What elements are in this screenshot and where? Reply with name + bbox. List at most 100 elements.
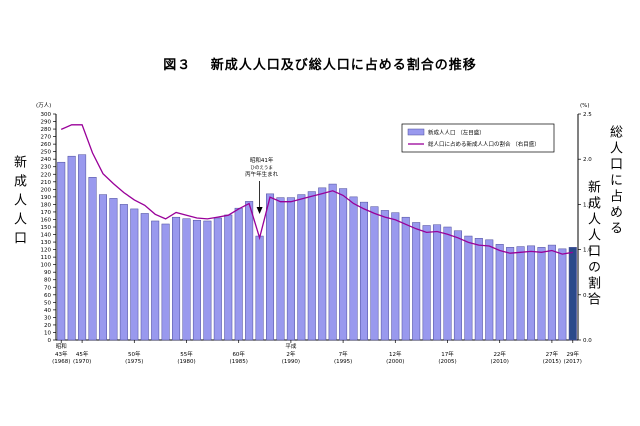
x-tick-label: 17年 <box>441 350 454 358</box>
x-tick-label: (2010) <box>491 359 509 365</box>
bar <box>380 210 389 341</box>
bar <box>370 206 379 341</box>
x-era-label: 平成 <box>285 342 297 350</box>
x-tick-label: 45年 <box>76 350 89 358</box>
bar <box>140 213 149 341</box>
legend-box <box>401 123 555 153</box>
left-tick-label: 140 <box>41 233 52 239</box>
bar <box>433 224 442 341</box>
x-tick-label: (1980) <box>177 359 195 365</box>
bar <box>203 220 212 341</box>
legend-line-label: 総人口に占める新成人人口の割合 （右目盛） <box>428 140 540 148</box>
bar <box>213 217 222 341</box>
x-tick-label: (1995) <box>334 359 352 365</box>
left-tick-label: 20 <box>44 323 51 329</box>
annotation-label: 昭和41年 <box>250 156 274 164</box>
left-tick-label: 60 <box>44 293 51 299</box>
bar <box>67 155 76 341</box>
bar <box>474 238 483 341</box>
bar <box>255 235 264 341</box>
x-tick-label: 55年 <box>180 350 193 358</box>
bar <box>558 248 567 341</box>
left-tick-label: 70 <box>44 285 51 291</box>
bar <box>412 222 421 341</box>
annotation-label: ひのえうま <box>250 165 273 171</box>
left-tick-label: 80 <box>44 278 51 284</box>
bar <box>391 212 400 341</box>
left-tick-label: 210 <box>41 180 52 186</box>
bar <box>401 216 410 341</box>
annotation-label: 丙午年生まれ <box>245 170 279 178</box>
bar <box>297 194 306 341</box>
left-tick-label: 30 <box>44 315 51 321</box>
bar <box>161 223 170 341</box>
x-tick-label: (1985) <box>230 359 248 365</box>
left-tick-label: 200 <box>41 187 52 193</box>
x-tick-label: 7年 <box>339 350 348 358</box>
bar <box>109 198 118 341</box>
left-tick-label: 0 <box>48 338 52 344</box>
bar <box>234 207 243 341</box>
bar <box>318 187 327 341</box>
legend-bar-swatch <box>407 128 425 136</box>
left-tick-label: 230 <box>41 165 52 171</box>
x-tick-label: 43年 <box>55 350 68 358</box>
left-tick-label: 190 <box>41 195 52 201</box>
bar <box>245 201 254 341</box>
x-era-label: 昭和 <box>56 342 67 350</box>
left-tick-label: 290 <box>41 120 52 126</box>
right-axis-title-line1: 総人口に占める <box>607 125 622 237</box>
right-unit-label: (%) <box>580 103 590 109</box>
x-tick-label: (2017) <box>564 359 582 365</box>
right-tick-label: 0.0 <box>583 338 592 344</box>
chart-title: 図３ 新成人人口及び総人口に占める割合の推移 <box>163 58 477 73</box>
bar <box>537 247 546 341</box>
bar <box>464 235 473 341</box>
x-tick-label: (2000) <box>386 359 404 365</box>
left-tick-label: 300 <box>41 112 52 118</box>
x-tick-label: 29年 <box>567 350 580 358</box>
bar <box>516 246 525 341</box>
bar <box>339 188 348 341</box>
left-tick-label: 280 <box>41 127 52 133</box>
bar <box>119 204 128 341</box>
bar <box>547 244 556 341</box>
left-tick-label: 160 <box>41 217 52 223</box>
bar <box>349 196 358 341</box>
bar <box>495 244 504 341</box>
left-tick-label: 150 <box>41 225 52 231</box>
x-tick-label: (2005) <box>438 359 456 365</box>
left-tick-label: 110 <box>41 255 52 261</box>
left-axis-title: 新成人人口 <box>11 155 26 250</box>
right-tick-label: 1.5 <box>583 202 592 208</box>
bar <box>88 177 97 341</box>
legend-bar-label: 新成人人口 （左目盛） <box>428 129 485 137</box>
bar <box>276 197 285 341</box>
x-tick-label: 22年 <box>493 350 506 358</box>
x-tick-label: (2015) <box>543 359 561 365</box>
bar <box>224 214 233 341</box>
x-tick-label: (1968) <box>52 359 70 365</box>
bar <box>307 191 316 341</box>
left-tick-label: 270 <box>41 135 52 141</box>
bar <box>453 230 462 341</box>
right-tick-label: 1.0 <box>583 248 592 254</box>
left-tick-label: 170 <box>41 210 52 216</box>
x-tick-label: 60年 <box>232 350 245 358</box>
right-tick-label: 2.0 <box>583 157 592 163</box>
bar <box>172 216 181 341</box>
right-tick-label: 2.5 <box>583 112 592 118</box>
bar <box>443 226 452 341</box>
x-tick-label: (1975) <box>125 359 143 365</box>
left-tick-label: 40 <box>44 308 51 314</box>
annotation-arrowhead <box>256 207 263 214</box>
left-tick-label: 220 <box>41 172 52 178</box>
x-tick-label: 2年 <box>286 350 295 358</box>
bar <box>151 220 160 341</box>
bar <box>485 239 494 341</box>
bar <box>527 245 536 341</box>
left-tick-label: 130 <box>41 240 52 246</box>
left-tick-label: 50 <box>44 300 51 306</box>
x-tick-label: (1990) <box>282 359 300 365</box>
left-tick-label: 10 <box>44 330 51 336</box>
